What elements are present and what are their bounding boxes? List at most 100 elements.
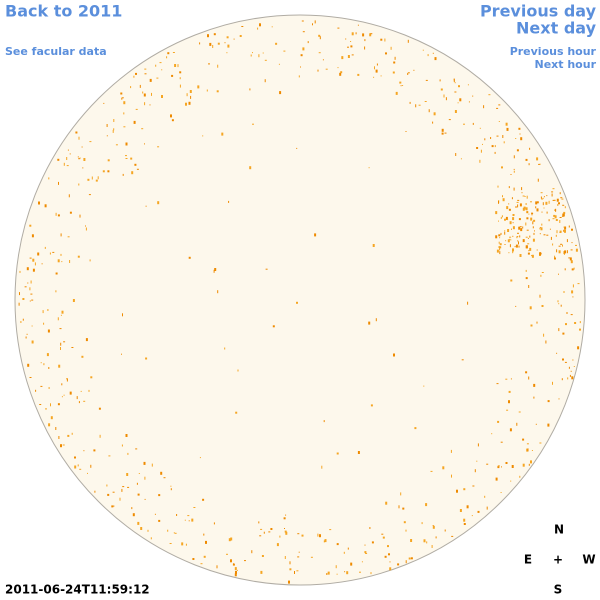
facular-link[interactable]: See facular data (5, 45, 107, 58)
facula (444, 132, 447, 134)
facula (137, 521, 140, 525)
facula (76, 396, 78, 400)
facula (369, 33, 372, 37)
facula (32, 258, 35, 262)
facula (251, 550, 253, 554)
facula (514, 246, 516, 248)
facula (543, 196, 545, 198)
facula (394, 56, 396, 60)
facula (536, 249, 538, 251)
facula (525, 207, 528, 211)
facula (496, 135, 499, 137)
facula (347, 547, 349, 550)
facula (463, 518, 466, 522)
facula (339, 72, 342, 76)
facula (501, 215, 503, 218)
facula (516, 149, 519, 152)
facula (497, 466, 500, 469)
compass-east: E (524, 553, 532, 567)
facula (147, 529, 149, 532)
facula (498, 246, 501, 249)
facula (541, 305, 544, 307)
facula (135, 448, 138, 450)
facula (88, 389, 90, 392)
facula (300, 66, 301, 68)
facula (32, 268, 35, 272)
facula (530, 460, 532, 464)
facula (133, 120, 136, 124)
facula (513, 155, 515, 159)
facula (526, 448, 529, 452)
facula (561, 378, 563, 381)
facula (89, 141, 92, 143)
facula (459, 509, 462, 512)
facula (263, 531, 265, 534)
facula (494, 145, 496, 148)
facula (364, 39, 366, 42)
facula (174, 532, 177, 534)
facula (477, 510, 480, 513)
next-hour-link[interactable]: Next hour (535, 58, 597, 71)
facula (517, 240, 519, 242)
facula (520, 137, 523, 141)
facula (262, 52, 264, 54)
facula (536, 321, 538, 324)
facula (556, 198, 559, 202)
facula (122, 173, 124, 176)
facula (288, 580, 290, 584)
facula (177, 64, 179, 68)
facula (556, 249, 558, 253)
facula (249, 166, 252, 170)
facula (155, 64, 157, 67)
facula (373, 76, 375, 78)
facula (516, 422, 518, 426)
facula (74, 465, 77, 469)
facula (71, 347, 74, 348)
facula (574, 322, 577, 324)
facula (525, 203, 527, 205)
facula (34, 262, 36, 266)
facula (515, 206, 517, 208)
facula (543, 207, 545, 209)
next-day-link[interactable]: Next day (516, 19, 597, 38)
facula (527, 448, 529, 452)
facula (533, 396, 535, 399)
facula (569, 257, 572, 261)
facula (26, 267, 29, 271)
facula (558, 303, 560, 305)
facula (63, 162, 65, 166)
facula (558, 245, 561, 247)
facula (457, 102, 459, 104)
facula (236, 569, 238, 571)
facula (166, 56, 168, 59)
facula (410, 557, 413, 560)
facula (455, 153, 457, 156)
facula (484, 495, 486, 498)
facula (77, 255, 80, 258)
facula (496, 383, 499, 385)
back-link[interactable]: Back to 2011 (5, 2, 122, 21)
facula (512, 217, 515, 221)
facula (239, 35, 242, 37)
facula (522, 438, 525, 441)
facula (517, 236, 519, 238)
facula (502, 198, 505, 202)
facula (257, 27, 259, 30)
facula (217, 64, 219, 68)
facula (527, 243, 530, 245)
facula (525, 236, 528, 238)
prev-hour-link[interactable]: Previous hour (510, 45, 597, 58)
facula (317, 69, 319, 72)
facula (216, 90, 219, 93)
facula (525, 269, 527, 272)
prev-day-link[interactable]: Previous day (480, 2, 597, 21)
facula (141, 128, 144, 130)
facula (368, 167, 370, 169)
facula (264, 79, 266, 83)
facula (504, 218, 506, 221)
facula (472, 485, 475, 487)
facula (375, 318, 377, 322)
facula (161, 69, 163, 71)
facula (151, 92, 152, 96)
